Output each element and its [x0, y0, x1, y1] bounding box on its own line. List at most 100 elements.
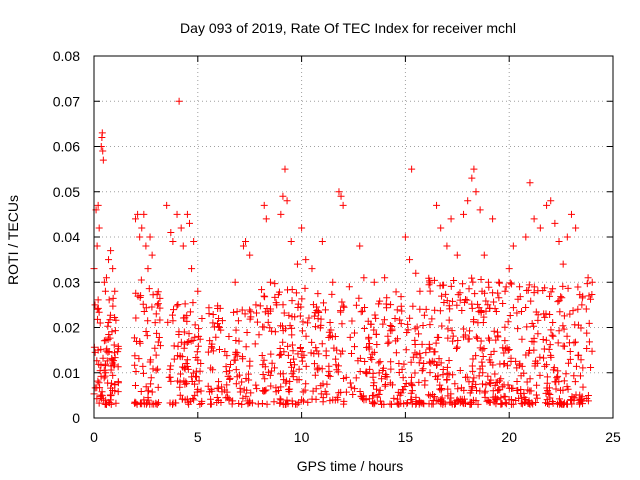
data-point: [492, 378, 500, 386]
data-point: [283, 197, 291, 205]
data-point: [185, 330, 193, 338]
data-point: [204, 348, 212, 356]
data-point: [244, 370, 252, 378]
data-point: [185, 219, 193, 227]
data-point: [191, 380, 199, 388]
data-point: [184, 365, 192, 373]
data-point: [258, 400, 266, 408]
data-point: [522, 233, 530, 241]
data-point: [524, 386, 532, 394]
data-point: [460, 210, 468, 218]
data-point: [207, 343, 215, 351]
data-point: [102, 274, 110, 282]
data-point: [103, 357, 111, 365]
data-point: [114, 363, 122, 371]
data-point: [295, 365, 303, 373]
data-point: [266, 324, 274, 332]
data-point: [439, 366, 447, 374]
data-point: [506, 312, 514, 320]
data-point: [526, 375, 534, 383]
data-point: [562, 370, 570, 378]
data-point: [480, 251, 488, 259]
data-point: [579, 292, 587, 300]
data-point: [420, 311, 428, 319]
data-point: [186, 308, 194, 316]
data-point: [139, 369, 147, 377]
data-point: [106, 316, 114, 324]
data-point: [387, 358, 395, 366]
data-point: [264, 318, 272, 326]
data-point: [213, 398, 221, 406]
data-point: [94, 346, 102, 354]
data-point: [292, 289, 300, 297]
data-point: [114, 388, 122, 396]
data-point: [180, 364, 188, 372]
data-point: [109, 294, 117, 302]
data-point: [506, 279, 514, 287]
x-tick-label: 25: [605, 429, 621, 445]
data-point: [205, 310, 213, 318]
data-point: [189, 336, 197, 344]
data-point: [409, 302, 417, 310]
data-point: [297, 303, 305, 311]
data-point: [154, 383, 162, 391]
data-point: [147, 374, 155, 382]
data-point: [556, 400, 564, 408]
data-point: [235, 400, 243, 408]
data-point: [452, 344, 460, 352]
data-point: [112, 316, 120, 324]
data-point: [370, 278, 378, 286]
data-point: [543, 396, 551, 404]
data-point: [554, 339, 562, 347]
data-point: [110, 357, 118, 365]
data-point: [518, 335, 526, 343]
data-point: [93, 395, 101, 403]
data-point: [173, 302, 181, 310]
data-point: [549, 332, 557, 340]
data-point: [189, 369, 197, 377]
data-point: [290, 367, 298, 375]
data-point: [109, 371, 117, 379]
data-point: [465, 378, 473, 386]
data-point: [256, 302, 264, 310]
data-point: [437, 359, 445, 367]
data-point: [518, 307, 526, 315]
data-point: [422, 305, 430, 313]
data-point: [218, 317, 226, 325]
data-point: [151, 319, 159, 327]
data-point: [447, 282, 455, 290]
data-point: [491, 370, 499, 378]
data-point: [474, 400, 482, 408]
data-point: [477, 276, 485, 284]
data-point: [282, 400, 290, 408]
data-point: [517, 372, 525, 380]
data-point: [189, 394, 197, 402]
data-point: [426, 287, 434, 295]
data-point: [467, 386, 475, 394]
data-point: [406, 314, 414, 322]
data-point: [472, 352, 480, 360]
data-point: [260, 387, 268, 395]
data-point: [267, 382, 275, 390]
data-point: [461, 399, 469, 407]
data-point: [416, 349, 424, 357]
data-point: [312, 344, 320, 352]
data-point: [583, 329, 591, 337]
data-point: [170, 355, 178, 363]
data-point: [311, 371, 319, 379]
data-point: [408, 165, 416, 173]
data-point: [426, 345, 434, 353]
data-point: [445, 356, 453, 364]
data-point: [496, 279, 504, 287]
data-point: [362, 368, 370, 376]
data-point: [174, 352, 182, 360]
data-point: [502, 283, 510, 291]
data-point: [188, 265, 196, 273]
data-point: [251, 340, 259, 348]
data-point: [584, 274, 592, 282]
data-point: [415, 359, 423, 367]
data-point: [111, 387, 119, 395]
data-point: [532, 391, 540, 399]
data-point: [288, 324, 296, 332]
data-point: [298, 396, 306, 404]
